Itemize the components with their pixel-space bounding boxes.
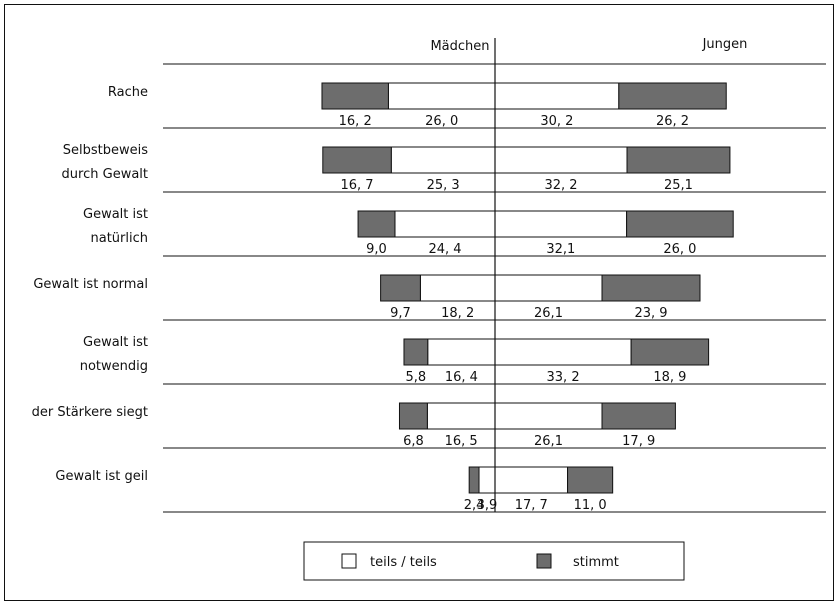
- bar-jungen-teils: [494, 146, 628, 174]
- bar-maedchen-stimmt: [403, 338, 429, 366]
- data-label: 26, 2: [656, 114, 689, 129]
- bar-maedchen-teils: [478, 466, 496, 494]
- bar-maedchen-stimmt: [380, 274, 421, 302]
- category-label: der Stärkere siegt: [32, 405, 148, 420]
- group-label-jungen: Jungen: [702, 37, 748, 52]
- data-label: 9,0: [366, 242, 387, 257]
- bar-jungen-stimmt: [630, 338, 710, 366]
- data-label: 30, 2: [540, 114, 573, 129]
- data-label: 33, 2: [547, 370, 580, 385]
- bar-maedchen-stimmt: [468, 466, 480, 494]
- group-label-maedchen: Mädchen: [430, 39, 489, 54]
- bar-jungen-stimmt: [567, 466, 614, 494]
- legend-label-stimmt: stimmt: [573, 555, 619, 570]
- bar-jungen-teils: [494, 274, 603, 302]
- data-label: 26,1: [534, 306, 563, 321]
- bar-maedchen-teils: [427, 338, 496, 366]
- category-label: Gewalt ist geil: [55, 469, 148, 484]
- category-label: Selbstbeweis: [63, 143, 148, 158]
- bar-maedchen-stimmt: [357, 210, 396, 238]
- data-label: 26, 0: [663, 242, 696, 257]
- bar-jungen-stimmt: [618, 82, 727, 110]
- bar-jungen-stimmt: [601, 274, 701, 302]
- data-label: 11, 0: [574, 498, 607, 513]
- data-label: 32,1: [546, 242, 575, 257]
- data-label: 16, 5: [445, 434, 478, 449]
- data-label: 32, 2: [544, 178, 577, 193]
- bar-maedchen-teils: [419, 274, 496, 302]
- data-label: 26,1: [534, 434, 563, 449]
- bar-maedchen-teils: [387, 82, 496, 110]
- data-label: 25,1: [664, 178, 693, 193]
- bar-maedchen-stimmt: [398, 402, 428, 430]
- bar-jungen-stimmt: [626, 210, 734, 238]
- data-label: 6,8: [403, 434, 424, 449]
- category-label: Rache: [108, 85, 148, 100]
- bar-jungen-teils: [494, 210, 628, 238]
- data-label: 5,8: [406, 370, 427, 385]
- data-label: 3,9: [477, 498, 498, 513]
- category-label: notwendig: [80, 359, 148, 374]
- legend-swatch-stimmt: [536, 553, 552, 569]
- category-label: Gewalt ist normal: [33, 277, 148, 292]
- bar-jungen-stimmt: [601, 402, 676, 430]
- bar-maedchen-teils: [390, 146, 496, 174]
- bar-maedchen-teils: [426, 402, 496, 430]
- legend-swatch-teils: [341, 553, 357, 569]
- bar-jungen-teils: [494, 466, 569, 494]
- data-label: 16, 7: [340, 178, 373, 193]
- data-label: 25, 3: [427, 178, 460, 193]
- data-label: 9,7: [390, 306, 411, 321]
- data-label: 18, 9: [653, 370, 686, 385]
- data-label: 26, 0: [425, 114, 458, 129]
- data-label: 17, 7: [515, 498, 548, 513]
- category-label: natürlich: [91, 231, 149, 246]
- bar-maedchen-stimmt: [321, 82, 389, 110]
- bar-maedchen-stimmt: [322, 146, 392, 174]
- category-label: Gewalt ist: [83, 335, 148, 350]
- data-label: 17, 9: [622, 434, 655, 449]
- bar-jungen-teils: [494, 402, 603, 430]
- data-label: 24, 4: [428, 242, 461, 257]
- data-label: 16, 2: [339, 114, 372, 129]
- data-label: 2,4: [464, 498, 485, 513]
- category-label: Gewalt ist: [83, 207, 148, 222]
- data-label: 16, 4: [445, 370, 478, 385]
- data-label: 23, 9: [634, 306, 667, 321]
- category-label: durch Gewalt: [62, 167, 148, 182]
- bar-jungen-teils: [494, 338, 632, 366]
- bar-maedchen-teils: [394, 210, 496, 238]
- data-label: 18, 2: [441, 306, 474, 321]
- bar-jungen-teils: [494, 82, 620, 110]
- legend-label-teils: teils / teils: [370, 555, 437, 570]
- bar-jungen-stimmt: [626, 146, 731, 174]
- legend-box: [303, 541, 685, 581]
